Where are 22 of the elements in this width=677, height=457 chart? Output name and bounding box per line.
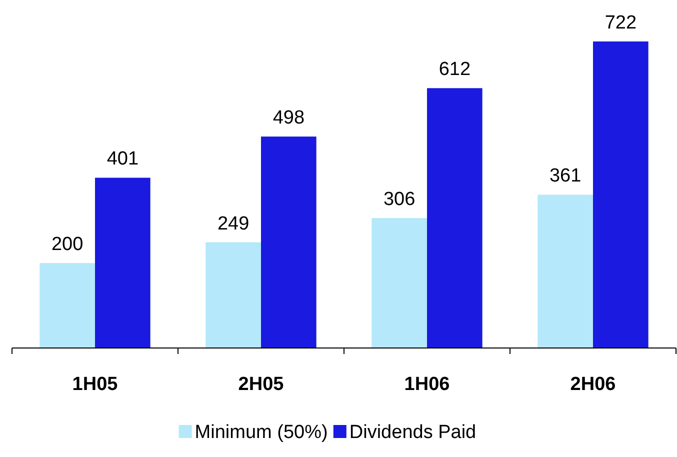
bar [206,242,261,348]
x-tick-label: 2H05 [238,374,284,395]
legend-label: Minimum (50%) [194,422,328,443]
data-label: 401 [106,148,139,170]
data-label: 722 [604,12,637,34]
data-label: 249 [217,213,250,234]
data-label: 306 [383,189,416,210]
x-tick-label: 1H05 [72,374,118,395]
bar [593,41,648,348]
bar [261,136,316,348]
x-tick-label: 1H06 [404,374,450,395]
bar [538,194,593,348]
bar [40,263,95,348]
bar [95,178,150,348]
data-label: 361 [549,166,582,187]
x-tick-label: 2H06 [570,374,616,395]
bar [372,218,427,348]
legend-label: Dividends Paid [349,422,476,443]
data-label: 612 [438,59,471,80]
data-label: 498 [272,108,305,129]
data-label: 200 [51,234,84,256]
bar [427,88,482,348]
